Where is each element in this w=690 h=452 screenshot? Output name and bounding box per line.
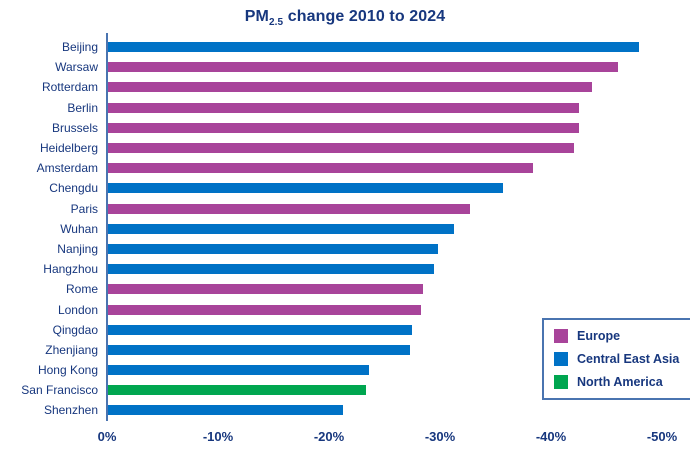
x-tick-label: -40%: [535, 429, 567, 444]
x-tick-label: -10%: [202, 429, 234, 444]
bar-row: Rotterdam: [0, 77, 690, 97]
city-label-san-francisco: San Francisco: [21, 383, 98, 398]
x-tick-label: 0%: [97, 429, 117, 444]
city-label-chengdu: Chengdu: [49, 181, 98, 196]
city-label-amsterdam: Amsterdam: [36, 161, 98, 176]
city-label-rome: Rome: [65, 282, 98, 297]
bar-row: Warsaw: [0, 57, 690, 77]
bar-rows: Beijing Warsaw Rotterdam Berlin Brussels Heid…: [0, 37, 690, 421]
title-suffix: change 2010 to 2024: [283, 8, 446, 25]
bar-chengdu: [108, 183, 504, 194]
bar-wuhan: [108, 223, 455, 234]
x-tick-label: -50%: [646, 429, 678, 444]
legend-swatch-central_east_asia: [554, 352, 568, 366]
bar-row: Chengdu: [0, 178, 690, 198]
bar-row: Berlin: [0, 98, 690, 118]
city-label-nanjing: Nanjing: [57, 241, 98, 256]
bar-row: Rome: [0, 279, 690, 299]
bar-row: Beijing: [0, 37, 690, 57]
bar-amsterdam: [108, 163, 534, 174]
city-label-hangzhou: Hangzhou: [43, 262, 98, 277]
bar-heidelberg: [108, 143, 575, 154]
bar-rotterdam: [108, 82, 592, 93]
legend-swatch-europe: [554, 329, 568, 343]
bar-nanjing: [108, 243, 438, 254]
city-label-beijing: Beijing: [61, 40, 98, 55]
bar-zhenjiang: [108, 344, 410, 355]
y-axis-line: [106, 33, 108, 421]
legend-item-north_america: North America: [554, 375, 679, 389]
city-label-berlin: Berlin: [67, 100, 98, 115]
bar-row: Shenzhen: [0, 400, 690, 420]
x-tick-label: -30%: [424, 429, 456, 444]
bar-row: Qingdao: [0, 320, 690, 340]
bar-row: Hangzhou: [0, 259, 690, 279]
bar-shenzhen: [108, 405, 344, 416]
legend-label: Europe: [577, 329, 621, 343]
bar-london: [108, 304, 421, 315]
bar-hangzhou: [108, 264, 435, 275]
city-label-paris: Paris: [70, 201, 98, 216]
city-label-shenzhen: Shenzhen: [43, 403, 98, 418]
legend: Europe Central East Asia North America: [542, 318, 690, 400]
bar-hong-kong: [108, 365, 369, 376]
legend-label: Central East Asia: [577, 352, 680, 366]
legend-item-europe: Europe: [554, 329, 679, 343]
bar-row: Paris: [0, 199, 690, 219]
city-label-rotterdam: Rotterdam: [41, 80, 98, 95]
bar-row: Hong Kong: [0, 360, 690, 380]
legend-swatch-north_america: [554, 375, 568, 389]
bar-row: Heidelberg: [0, 138, 690, 158]
city-label-wuhan: Wuhan: [60, 221, 98, 236]
city-label-london: London: [57, 302, 98, 317]
bar-san-francisco: [108, 385, 366, 396]
bar-berlin: [108, 102, 579, 113]
bar-beijing: [108, 42, 639, 53]
bar-row: Zhenjiang: [0, 340, 690, 360]
city-label-zhenjiang: Zhenjiang: [45, 342, 98, 357]
city-label-heidelberg: Heidelberg: [39, 141, 98, 156]
city-label-brussels: Brussels: [51, 120, 98, 135]
bar-brussels: [108, 122, 579, 133]
bar-paris: [108, 203, 470, 214]
bar-row: Amsterdam: [0, 158, 690, 178]
bar-warsaw: [108, 62, 618, 73]
city-label-warsaw: Warsaw: [55, 60, 98, 75]
chart-title: PM2.5 change 2010 to 2024: [0, 8, 690, 28]
title-prefix: PM: [244, 8, 269, 25]
bar-qingdao: [108, 324, 413, 335]
bar-row: San Francisco: [0, 380, 690, 400]
bar-row: Wuhan: [0, 219, 690, 239]
bar-row: London: [0, 299, 690, 319]
city-label-hong-kong: Hong Kong: [37, 363, 98, 378]
bar-rome: [108, 284, 424, 295]
bar-row: Brussels: [0, 118, 690, 138]
legend-label: North America: [577, 375, 663, 389]
city-label-qingdao: Qingdao: [52, 322, 98, 337]
legend-item-central_east_asia: Central East Asia: [554, 352, 679, 366]
bar-row: Nanjing: [0, 239, 690, 259]
title-subscript: 2.5: [268, 17, 284, 29]
x-tick-label: -20%: [313, 429, 345, 444]
